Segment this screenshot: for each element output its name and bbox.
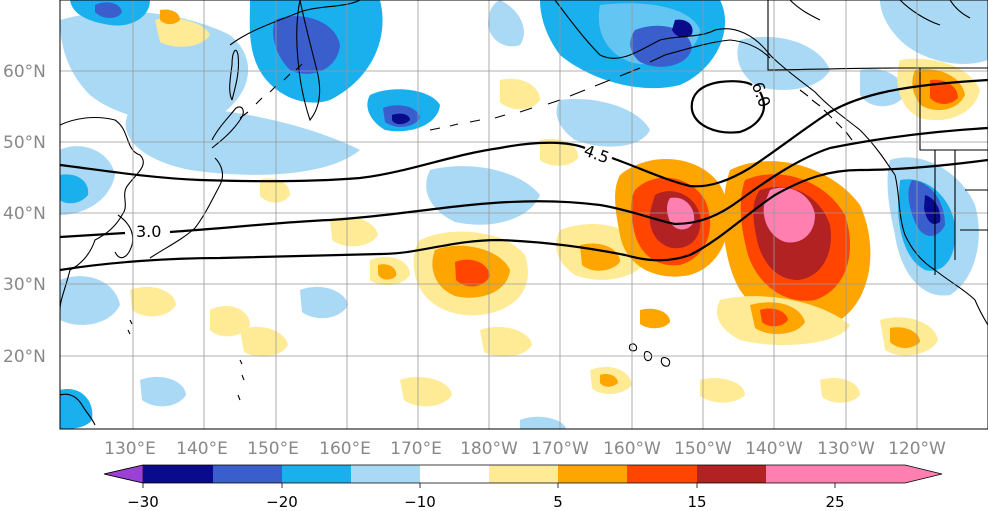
lon-label-120w: 120°W bbox=[888, 439, 946, 459]
korea-coastline bbox=[114, 214, 134, 259]
shading-layer bbox=[60, 0, 988, 429]
colorbar-label: 15 bbox=[687, 493, 706, 511]
colorbar-segment bbox=[766, 465, 835, 483]
colorbar-ticks bbox=[142, 483, 836, 488]
contour-lines bbox=[60, 78, 988, 272]
colorbar-segment bbox=[351, 465, 420, 483]
map-frame bbox=[59, 0, 988, 430]
colorbar-label: 5 bbox=[553, 493, 563, 511]
lon-label-150e: 150°E bbox=[247, 439, 299, 459]
gridlines bbox=[60, 0, 988, 429]
lon-label-160w: 160°W bbox=[603, 439, 661, 459]
lon-label-170w: 170°W bbox=[531, 439, 589, 459]
kuril-chain bbox=[239, 63, 303, 119]
siberia-coastline bbox=[229, 0, 361, 46]
colorbar-segment bbox=[213, 465, 282, 483]
japan-outline bbox=[149, 106, 244, 259]
lat-label-40n: 40°N bbox=[3, 204, 46, 224]
colorbar-label: 25 bbox=[825, 493, 844, 511]
lon-label-130e: 130°E bbox=[104, 439, 156, 459]
colorbar-segment bbox=[143, 465, 213, 483]
negative-anomaly-areas bbox=[60, 0, 988, 429]
lon-label-130w: 130°W bbox=[817, 439, 875, 459]
canada-islands bbox=[789, 0, 971, 26]
lat-label-20n: 20°N bbox=[3, 347, 46, 367]
colorbar-segment bbox=[420, 465, 489, 483]
colorbar-label: −20 bbox=[266, 493, 298, 511]
alaska-coastline bbox=[554, 0, 896, 176]
contour-3.0-north bbox=[60, 126, 988, 239]
political-boundaries bbox=[767, 0, 988, 275]
alaska-peninsula bbox=[664, 39, 771, 59]
lon-label-140e: 140°E bbox=[176, 439, 228, 459]
lon-label-140w: 140°W bbox=[745, 439, 803, 459]
lon-label-180w: 180°W bbox=[460, 439, 518, 459]
kamchatka-outline bbox=[296, 0, 321, 122]
colorbar-label: −30 bbox=[127, 493, 159, 511]
colorbar-segment bbox=[282, 465, 351, 483]
aleutian-chain bbox=[429, 54, 666, 131]
contour-label-3.0: 3.0 bbox=[136, 222, 161, 241]
lon-label-150w: 150°W bbox=[674, 439, 732, 459]
contour-3.0-south bbox=[60, 158, 988, 272]
colorbar-segment bbox=[558, 465, 627, 483]
colorbar-label: −10 bbox=[404, 493, 436, 511]
lon-label-160e: 160°E bbox=[319, 439, 371, 459]
contour-4.5 bbox=[60, 78, 988, 188]
colorbar-segment bbox=[489, 465, 558, 483]
colorbar: −30 −20 −10 5 15 25 bbox=[103, 464, 943, 511]
longitude-labels: 130°E 140°E 150°E 160°E 170°E 180°W 170°… bbox=[104, 439, 946, 459]
pacific-islands bbox=[60, 319, 245, 426]
contour-6.0 bbox=[690, 80, 766, 134]
lat-label-30n: 30°N bbox=[3, 275, 46, 295]
colorbar-extend-right bbox=[835, 465, 942, 483]
colorbar-segment bbox=[627, 465, 697, 483]
latitude-labels: 60°N 50°N 40°N 30°N 20°N bbox=[3, 62, 46, 367]
positive-anomaly-areas bbox=[130, 9, 980, 407]
lat-label-60n: 60°N bbox=[3, 62, 46, 82]
colorbar-segment bbox=[697, 465, 766, 483]
sakhalin-outline bbox=[229, 49, 240, 101]
colorbar-extend-left bbox=[103, 464, 144, 484]
lon-label-170e: 170°E bbox=[390, 439, 442, 459]
lat-label-50n: 50°N bbox=[3, 133, 46, 153]
coastline-layer bbox=[60, 0, 988, 426]
hawaii-islands bbox=[628, 343, 671, 367]
